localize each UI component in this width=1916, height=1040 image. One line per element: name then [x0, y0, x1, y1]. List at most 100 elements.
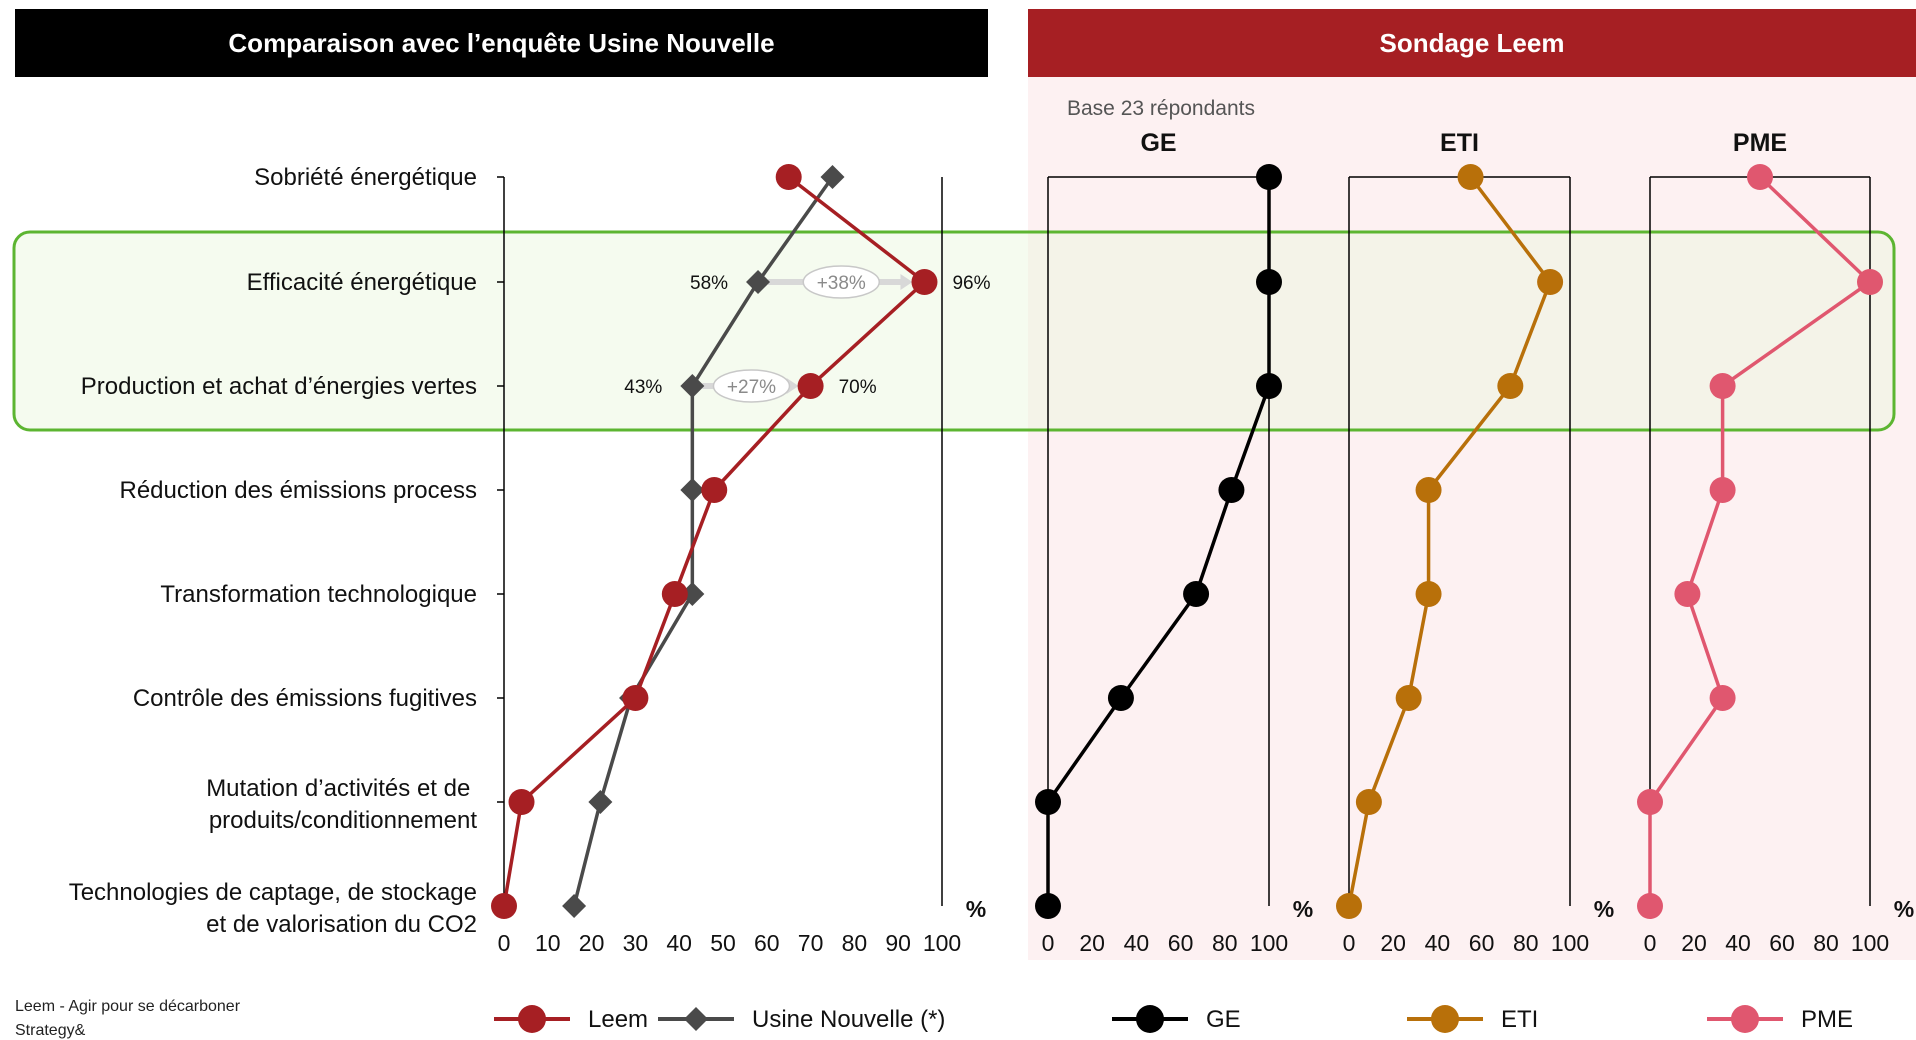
ge-point-4: [1183, 581, 1210, 607]
pme-point-2: [1709, 373, 1736, 399]
pme-x-tick-label-20: 20: [1681, 930, 1707, 956]
leem-point-1: [911, 269, 938, 295]
highlight-box: [12, 230, 1896, 432]
left-x-tick-label-100: 100: [923, 930, 961, 956]
left-x-tick-label-60: 60: [754, 930, 780, 956]
ge-x-tick-label-100: 100: [1250, 930, 1288, 956]
left-x-tick-label-10: 10: [535, 930, 561, 956]
leem-legend-label: Leem: [588, 1006, 648, 1033]
category-label-efficacite-energetique: Efficacité énergétique: [247, 269, 477, 296]
category-label-technologies-de-captage-de-stockage-et-de-valorisation-du-co2: Technologies de captage, de stockage et d…: [69, 879, 477, 938]
leem-point-3: [701, 477, 728, 503]
eti-point-6: [1355, 789, 1382, 815]
pme-legend-label: PME: [1801, 1006, 1853, 1033]
pme-series-line: [1648, 175, 1873, 906]
left-x-tick-label-40: 40: [666, 930, 692, 956]
footer-credit: Strategy&: [15, 1022, 86, 1039]
usine-nouvelle-point-2: [680, 374, 705, 398]
annotation-arrow-head-0: [900, 274, 913, 290]
annotation-usine-value-1: 43%: [624, 377, 662, 398]
category-label-mutation-d-activites-et-de-produits-conditionnement: Mutation d’activités et de produits/cond…: [206, 775, 477, 834]
usine-nouvelle-point-0: [820, 165, 845, 189]
annotation-leem-value-0: 96%: [952, 273, 990, 294]
ge-legend-marker: [1136, 1005, 1164, 1033]
annotation-delta-bubble-1: [712, 369, 791, 403]
eti-panel-title: ETI: [1440, 129, 1479, 157]
eti-point-4: [1415, 581, 1442, 607]
ge-point-7: [1035, 893, 1061, 919]
annotation-usine-value-0: 58%: [690, 273, 728, 294]
left-axis-unit-label: %: [966, 896, 986, 922]
category-label-controle-des-emissions-fugitives: Contrôle des émissions fugitives: [133, 685, 477, 712]
annotation-arrow-head-1: [786, 378, 799, 394]
ge-legend-label: GE: [1206, 1006, 1241, 1033]
ge-point-0: [1256, 164, 1282, 190]
pme-panel-title: PME: [1733, 129, 1787, 157]
eti-x-tick-label-40: 40: [1425, 930, 1451, 956]
ge-x-tick-label-60: 60: [1168, 930, 1194, 956]
eti-legend-marker: [1431, 1005, 1459, 1033]
eti-legend-label: ETI: [1501, 1006, 1538, 1033]
eti-axis-unit-label: %: [1594, 896, 1614, 922]
left-x-tick-label-0: 0: [498, 930, 511, 956]
ge-point-3: [1218, 477, 1245, 503]
left-x-tick-label-70: 70: [798, 930, 824, 956]
left-x-tick-label-30: 30: [623, 930, 649, 956]
annotation-leem-value-1: 70%: [839, 377, 877, 398]
annotation-delta-bubble-0: [802, 265, 881, 299]
eti-x-tick-label-100: 100: [1551, 930, 1589, 956]
ge-point-1: [1256, 269, 1282, 295]
usine-nouvelle-legend-marker: [684, 1007, 708, 1031]
category-label-line: et de valorisation du CO2: [206, 911, 477, 938]
ge-point-2: [1256, 373, 1282, 399]
usine-nouvelle-legend-label: Usine Nouvelle (*): [752, 1006, 945, 1033]
pme-x-tick-label-80: 80: [1813, 930, 1839, 956]
eti-point-0: [1457, 164, 1484, 190]
pme-point-4: [1674, 581, 1701, 607]
leem-point-6: [508, 789, 535, 815]
ge-point-5: [1107, 685, 1134, 711]
left-x-tick-label-80: 80: [842, 930, 868, 956]
category-label-production-et-achat-d-energies-vertes: Production et achat d’énergies vertes: [81, 373, 477, 400]
pme-x-tick-label-60: 60: [1769, 930, 1795, 956]
eti-point-1: [1537, 269, 1564, 295]
pme-x-tick-label-0: 0: [1644, 930, 1657, 956]
leem-survey-panel-background: [1028, 77, 1916, 960]
left-x-tick-label-90: 90: [885, 930, 911, 956]
left-x-tick-label-20: 20: [579, 930, 605, 956]
ge-x-tick-label-40: 40: [1124, 930, 1150, 956]
annotation-delta-label-1: +27%: [727, 377, 776, 398]
category-label-line: produits/conditionnement: [209, 807, 478, 834]
ge-x-tick-label-80: 80: [1212, 930, 1238, 956]
pme-legend-marker: [1731, 1005, 1759, 1033]
category-label-line: Technologies de captage, de stockage: [69, 879, 477, 906]
base-note: Base 23 répondants: [1067, 97, 1255, 120]
category-label-reduction-des-emissions-process: Réduction des émissions process: [119, 477, 477, 504]
ge-axis-unit-label: %: [1293, 896, 1313, 922]
eti-x-tick-label-0: 0: [1343, 930, 1356, 956]
leem-point-7: [491, 893, 517, 919]
leem-legend-marker: [518, 1005, 546, 1033]
pme-point-3: [1709, 477, 1736, 503]
ge-series-line: [1046, 177, 1271, 906]
category-label-sobriete-energetique: Sobriété énergétique: [254, 164, 477, 191]
eti-point-7: [1336, 893, 1362, 919]
ge-panel-title: GE: [1140, 129, 1176, 157]
eti-point-2: [1497, 373, 1524, 399]
pme-point-7: [1637, 893, 1663, 919]
eti-series-line: [1347, 175, 1553, 907]
eti-x-tick-label-60: 60: [1469, 930, 1495, 956]
pme-point-0: [1747, 164, 1773, 190]
eti-x-tick-label-20: 20: [1380, 930, 1406, 956]
usine-nouvelle-point-6: [588, 790, 613, 814]
usine-nouvelle-point-1: [746, 270, 771, 294]
footer-source: Leem - Agir pour se décarboner: [15, 998, 241, 1015]
leem-point-5: [622, 685, 649, 711]
pme-point-6: [1637, 789, 1663, 815]
leem-point-0: [775, 164, 802, 190]
leem-point-4: [661, 581, 688, 607]
usine-nouvelle-point-7: [562, 894, 587, 918]
ge-x-tick-label-0: 0: [1042, 930, 1055, 956]
annotation-delta-label-0: +38%: [817, 273, 866, 294]
